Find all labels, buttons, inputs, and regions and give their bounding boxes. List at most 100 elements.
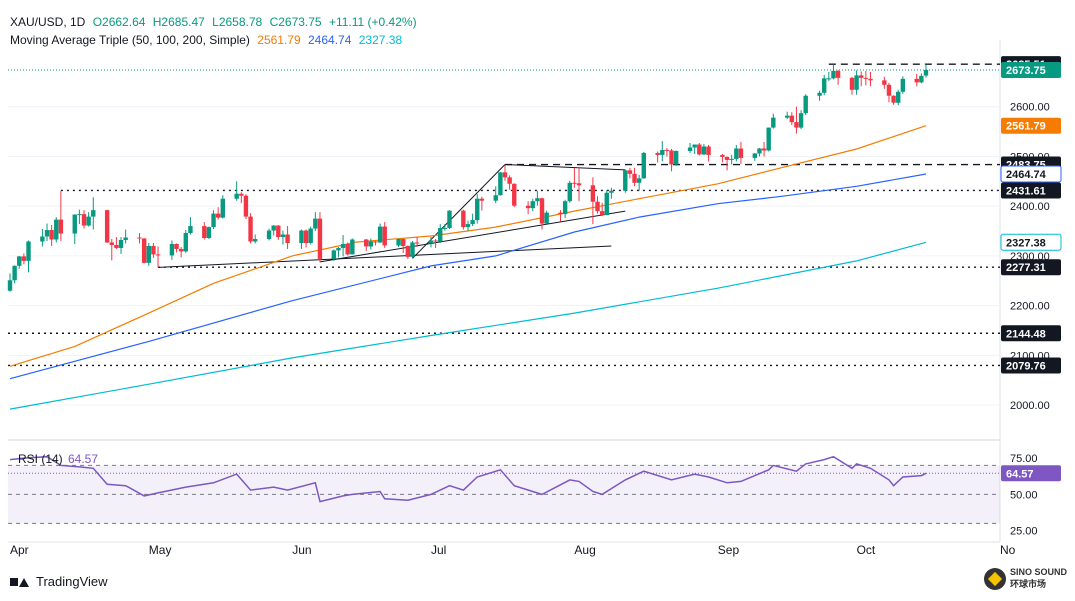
candle-body (299, 230, 304, 243)
candle-body (669, 150, 674, 165)
candle-body (882, 80, 887, 85)
candle-body (914, 78, 919, 83)
candle (243, 194, 249, 220)
candle-body (340, 243, 346, 248)
ma-value-label-bg (1000, 165, 1062, 183)
candle (313, 212, 318, 232)
candle-body (664, 149, 670, 151)
candle-body (77, 214, 82, 216)
candle (54, 217, 59, 243)
candle-body (368, 241, 374, 247)
candle-body (632, 173, 637, 183)
chart-header-indicator: Moving Average Triple (50, 100, 200, Sim… (10, 33, 406, 47)
candle-body (558, 212, 563, 215)
candle (738, 142, 744, 164)
candle-body (21, 256, 27, 261)
candle-body (623, 170, 628, 191)
candle-body (798, 113, 804, 128)
candle-body (655, 152, 660, 155)
candle-body (211, 213, 216, 228)
ma50-value: 2561.79 (257, 33, 301, 47)
candle-body (271, 225, 276, 231)
price-level-label: 2079.76 (1006, 360, 1046, 372)
time-tick-label: Oct (857, 543, 876, 557)
candle-body (331, 250, 337, 259)
candle-body (896, 91, 901, 103)
candle-body (206, 227, 212, 239)
candle (826, 71, 832, 81)
candle (109, 238, 114, 261)
candle (692, 144, 697, 154)
candle-body (729, 158, 734, 160)
candle-body (54, 219, 59, 240)
candle-body (414, 242, 420, 244)
candle (433, 238, 438, 248)
candle-body (831, 70, 836, 79)
ma-value-label: 2327.38 (1006, 237, 1046, 249)
candle (470, 213, 475, 227)
candle-body (525, 205, 531, 209)
candle (641, 151, 646, 179)
chart-header-ohlc: XAU/USD, 1D O2662.64 H2685.47 L2658.78 C… (10, 15, 421, 29)
candle-body (174, 243, 179, 249)
candle (377, 223, 383, 243)
candle-body (7, 280, 13, 291)
candle (86, 212, 91, 227)
candle (40, 229, 45, 247)
candle (114, 237, 119, 249)
candle-body (660, 149, 665, 155)
rsi-tick-label: 25.00 (1010, 526, 1038, 538)
candle-body (891, 95, 896, 103)
candle-body (854, 75, 859, 90)
candle (896, 89, 901, 106)
candle (849, 76, 855, 95)
candle-body (373, 241, 378, 243)
candle-body (475, 198, 480, 221)
candle (512, 183, 517, 208)
candle (396, 238, 401, 247)
trendline (412, 164, 506, 259)
candle-body (17, 256, 22, 266)
candle (590, 177, 596, 225)
open-value: O2662.64 (92, 15, 146, 29)
candle-body (493, 195, 498, 201)
candle-body (859, 75, 864, 78)
price-level-label: 2277.31 (1006, 262, 1046, 274)
candle-body (350, 239, 355, 255)
candle (206, 226, 212, 239)
rsi-title-value: 64.57 (68, 452, 98, 466)
candle (697, 143, 702, 156)
candle (169, 240, 175, 260)
candle (340, 235, 346, 257)
candle-body (447, 210, 452, 229)
candle (215, 207, 221, 220)
time-tick-label: Jul (431, 543, 446, 557)
candle-body (512, 183, 517, 206)
time-tick-label: Sep (718, 543, 740, 557)
candle (72, 214, 77, 244)
rsi-line (9, 455, 927, 503)
candle (835, 69, 841, 85)
candle (331, 249, 337, 261)
candle-body (590, 185, 596, 202)
candle (405, 245, 411, 259)
candle (410, 240, 415, 258)
candle-body (276, 225, 281, 238)
candle (535, 190, 540, 206)
candle (655, 151, 660, 163)
last-price-label: 2673.75 (1006, 65, 1046, 77)
candle (794, 106, 799, 134)
candle (364, 238, 369, 251)
candle-body (470, 220, 475, 225)
candle (299, 229, 304, 249)
candle (91, 197, 96, 230)
moving-average-line (9, 173, 927, 380)
candle (771, 113, 776, 129)
candle-body (567, 182, 572, 202)
candle-body (266, 230, 272, 239)
candle-body (465, 224, 471, 228)
candle-body (317, 218, 323, 259)
candle-body (428, 240, 434, 243)
price-level-label: 2431.61 (1006, 185, 1046, 197)
